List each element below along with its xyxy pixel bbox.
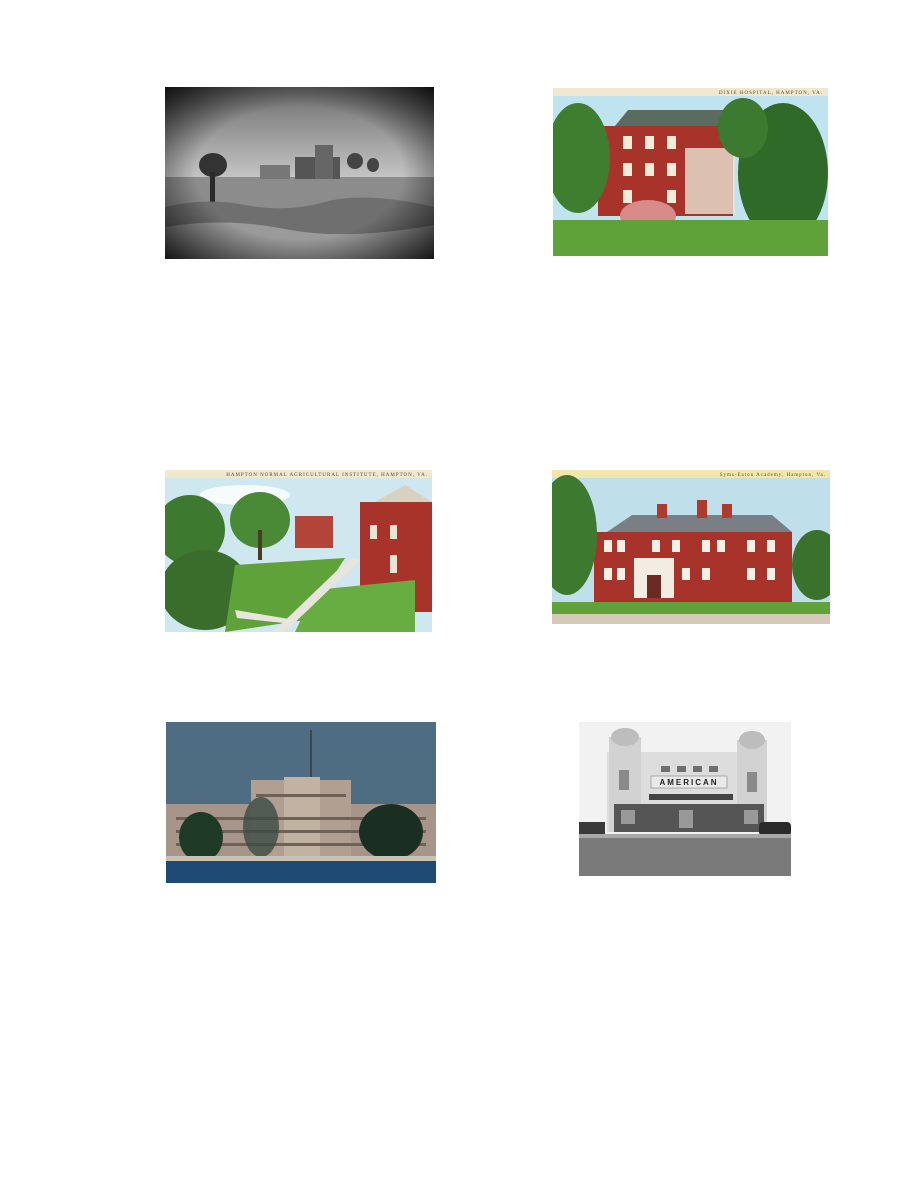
postcard-caption: HAMPTON NORMAL AGRICULTURAL INSTITUTE, H… <box>226 473 428 478</box>
postcard-caption: DIXIE HOSPITAL, HAMPTON, VA. <box>719 91 823 96</box>
ruins-image <box>165 87 434 259</box>
academy-postcard: Syms-Eaton Academy, Hampton, Va. <box>552 470 830 624</box>
hospital-postcard: DIXIE HOSPITAL, HAMPTON, VA. <box>553 88 828 256</box>
house-image: DIXIE HOSPITAL, HAMPTON, VA. <box>553 88 828 256</box>
hospital-photograph <box>166 722 436 883</box>
theater-photograph: AMERICAN <box>579 722 791 876</box>
campus-image: HAMPTON NORMAL AGRICULTURAL INSTITUTE, H… <box>165 470 432 632</box>
theater-image: AMERICAN <box>579 722 791 876</box>
marquee-sign: AMERICAN <box>659 778 718 787</box>
ruins-photograph <box>165 87 434 259</box>
academy-image: Syms-Eaton Academy, Hampton, Va. <box>552 470 830 624</box>
postcard-caption: Syms-Eaton Academy, Hampton, Va. <box>720 473 826 478</box>
campus-postcard: HAMPTON NORMAL AGRICULTURAL INSTITUTE, H… <box>165 470 432 632</box>
hospital-image <box>166 722 436 883</box>
